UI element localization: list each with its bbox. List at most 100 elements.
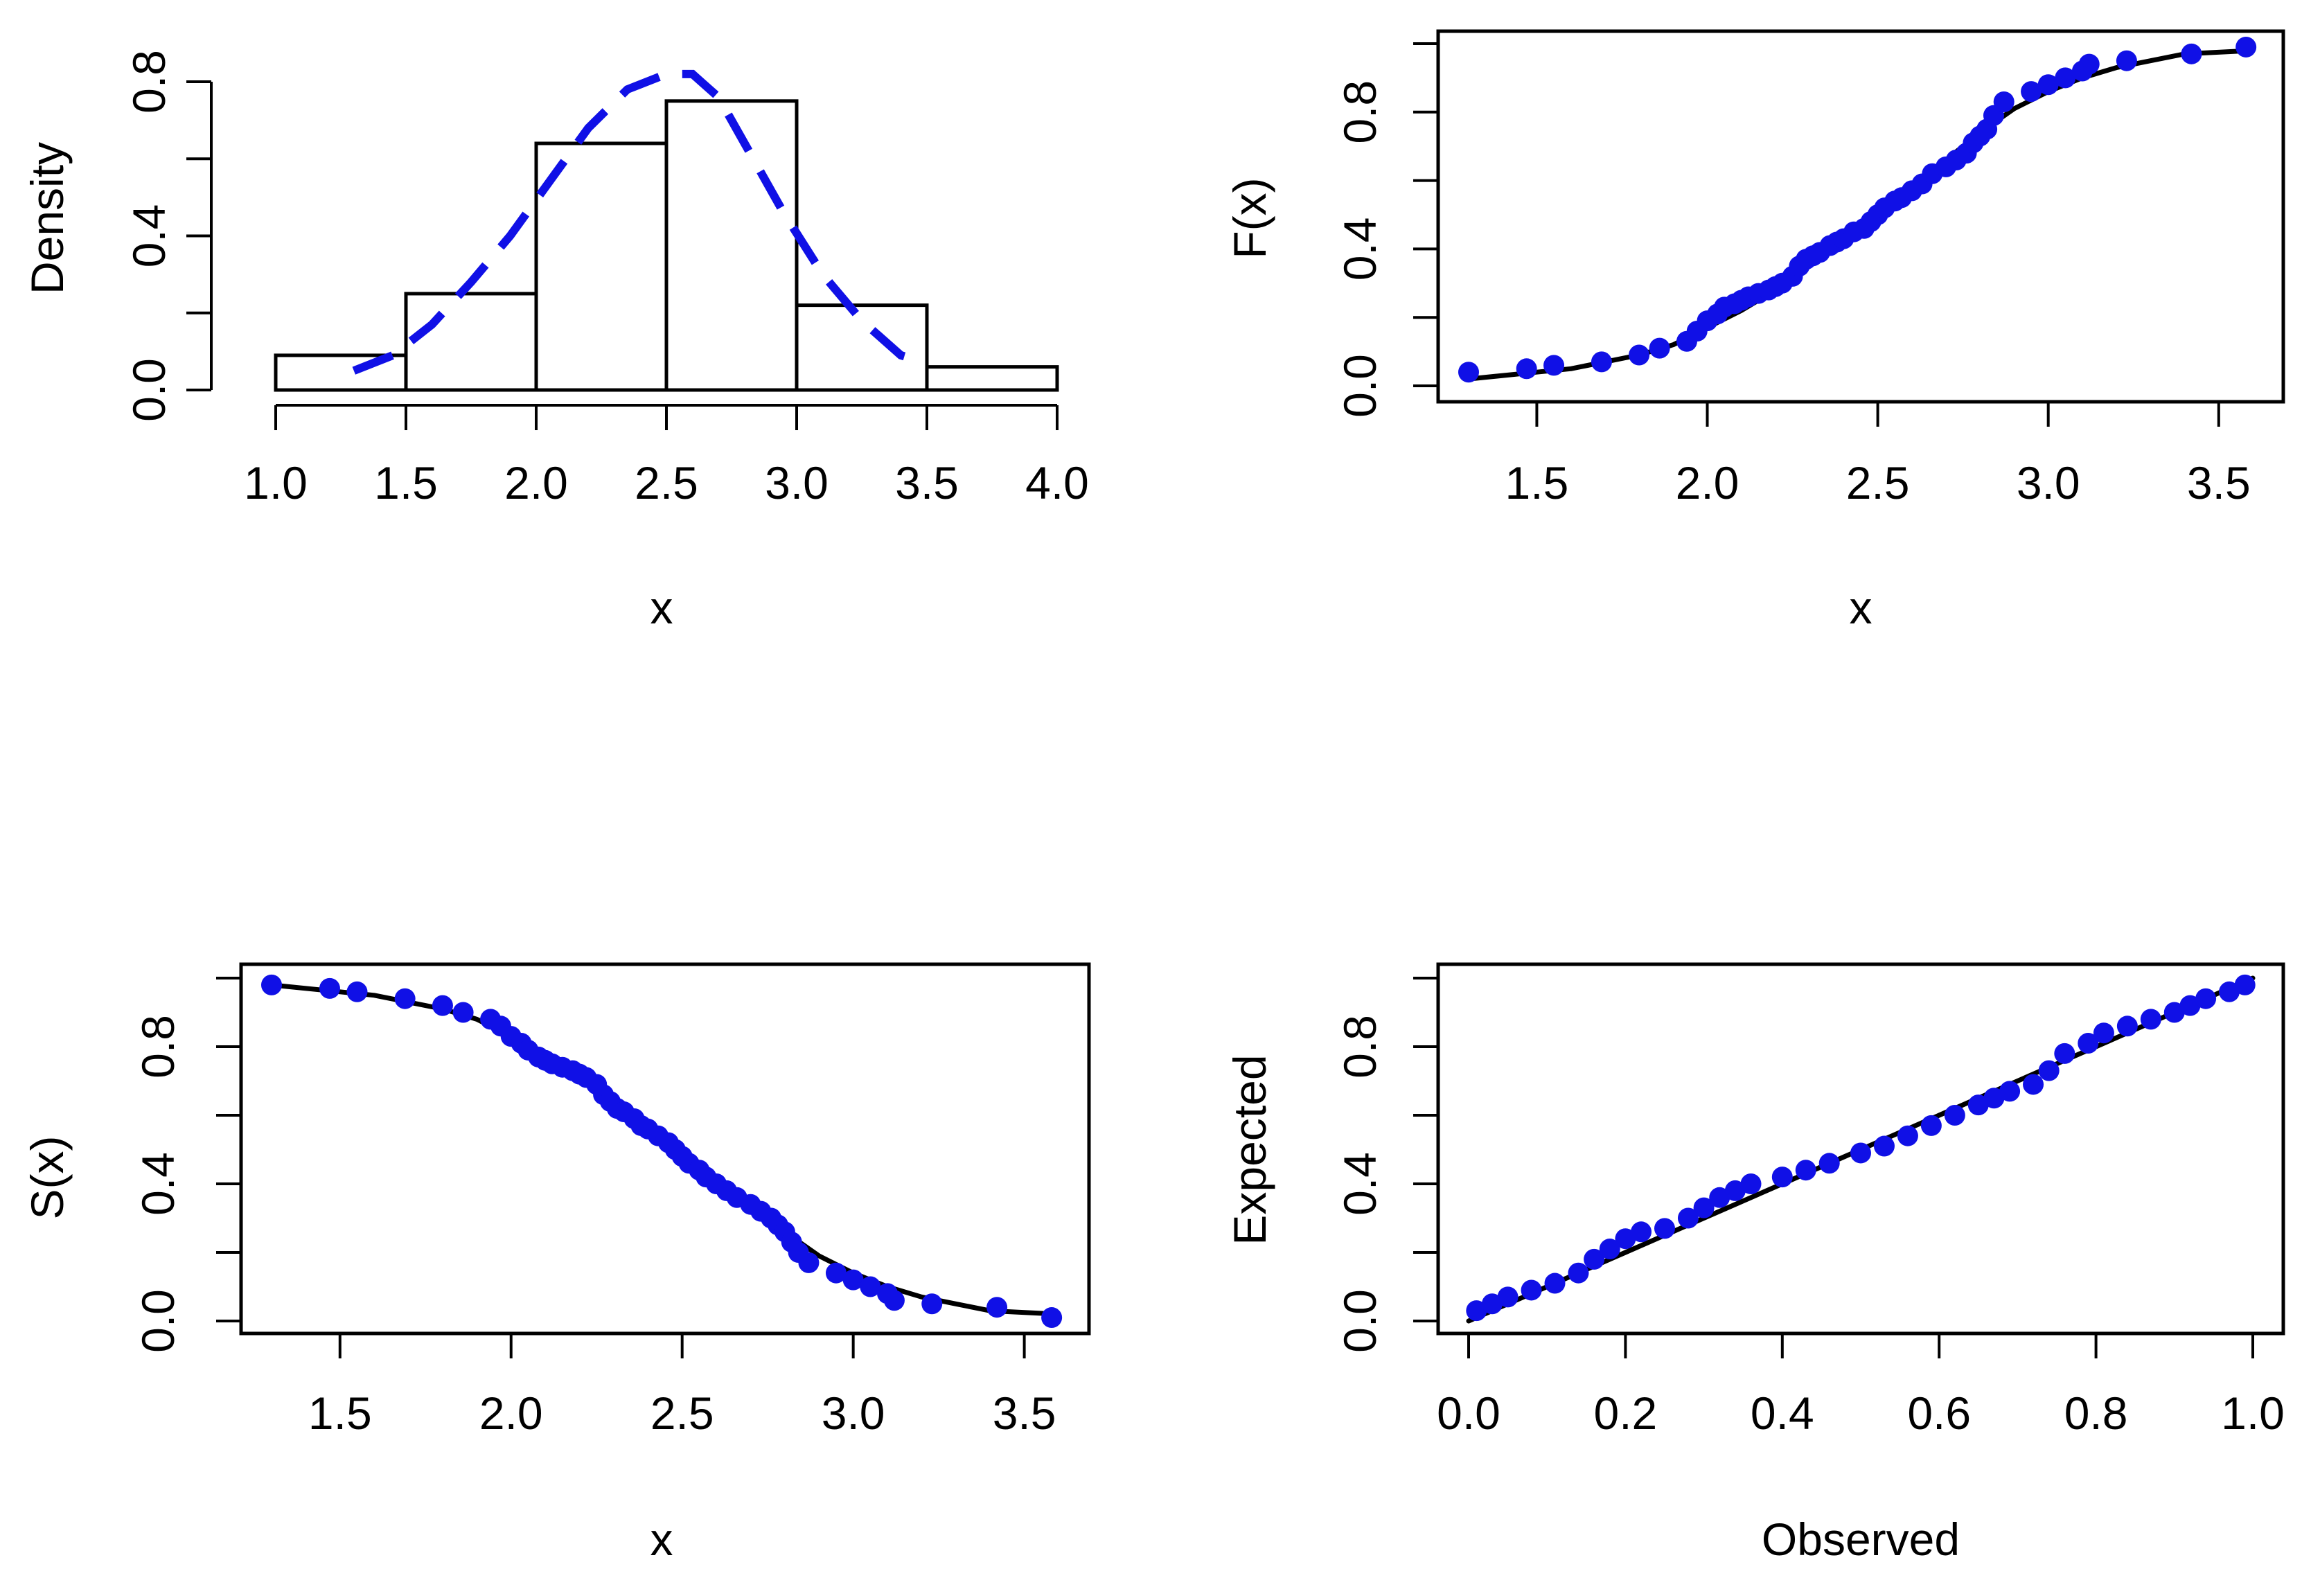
histogram-bar (534, 141, 668, 392)
data-point (2023, 1074, 2044, 1095)
data-point (921, 1293, 943, 1315)
data-point (2234, 974, 2256, 995)
data-point (346, 981, 368, 1002)
data-point (1654, 1218, 1675, 1239)
x-tick-label: 0.4 (1751, 1387, 1814, 1439)
data-point (1967, 1094, 1989, 1116)
panel-cdf: 1.5 2.0 2.5 3.0 3.5 0.0 0.4 0.8 x F(x) (1224, 29, 2285, 633)
y-tick-label: 0.0 (132, 1289, 184, 1353)
x-tick-label: 0.2 (1594, 1387, 1658, 1439)
x-tick-label: 2.5 (1846, 457, 1910, 508)
y-tick-label: 0.4 (1334, 1152, 1385, 1216)
y-axis-title: Expected (1224, 1054, 1275, 1245)
y-axis-title: Density (21, 142, 73, 294)
data-point (1521, 1279, 1542, 1301)
x-tick-label: 1.5 (374, 457, 438, 508)
x-tick-label: 2.0 (504, 457, 568, 508)
data-point (1615, 1228, 1636, 1250)
data-point (1466, 1300, 1487, 1322)
data-point (1983, 1088, 2005, 1109)
panel-hist: 1.0 1.5 2.0 2.5 3.0 3.5 4.0 0.0 0.4 0.8 x Density (21, 50, 1089, 633)
y-tick-label: 0.4 (123, 204, 175, 268)
density-curve (352, 69, 928, 375)
data-point (1041, 1307, 1063, 1329)
data-point (261, 974, 282, 995)
data-point (2021, 81, 2042, 103)
data-point (1544, 1273, 1566, 1294)
x-tick-label: 1.0 (244, 457, 308, 508)
data-point (1568, 1262, 1589, 1284)
x-tick-label: 2.0 (479, 1387, 543, 1439)
data-point (2038, 1060, 2060, 1081)
plot-frame (1436, 962, 2285, 1336)
data-point (1631, 1221, 1652, 1243)
y-axis-title: F(x) (1224, 177, 1275, 258)
x-tick-label: 0.8 (2064, 1387, 2128, 1439)
x-tick-label: 3.0 (2017, 457, 2080, 508)
y-axis-title: S(x) (21, 1136, 73, 1220)
histogram-bar (925, 365, 1059, 392)
data-point (2235, 36, 2257, 57)
data-point (1920, 1115, 1942, 1136)
data-point (1629, 344, 1650, 366)
data-point (883, 1290, 905, 1311)
x-tick-label: 2.5 (650, 1387, 714, 1439)
data-point (860, 1276, 881, 1297)
data-point (394, 988, 416, 1009)
data-point (1795, 1160, 1816, 1181)
data-point (842, 1269, 864, 1291)
data-point (2195, 988, 2217, 1009)
x-tick-label: 0.6 (1907, 1387, 1971, 1439)
data-point (1944, 1105, 1965, 1126)
data-point (1818, 1153, 1840, 1174)
x-tick-label: 4.0 (1025, 457, 1089, 508)
histogram-bar (664, 99, 799, 392)
data-point (1850, 1142, 1871, 1164)
data-point (2078, 1033, 2099, 1054)
x-axis-title: x (650, 582, 673, 633)
data-point (798, 1252, 820, 1273)
data-point (452, 1002, 474, 1023)
fitted-curve (1466, 48, 2256, 382)
x-tick-label: 1.5 (308, 1387, 372, 1439)
data-point (2219, 981, 2240, 1002)
y-tick-label: 0.4 (1334, 218, 1385, 281)
data-point (1693, 1197, 1715, 1218)
data-point (432, 995, 453, 1016)
x-axis-title: x (650, 1514, 673, 1565)
data-point (1591, 351, 1612, 373)
x-tick-label: 3.5 (895, 457, 959, 508)
data-point (2179, 995, 2201, 1016)
data-point (1709, 1187, 1730, 1208)
data-point (2054, 1043, 2075, 1064)
data-point (1584, 1248, 1605, 1270)
x-tick-label: 3.0 (765, 457, 829, 508)
data-point (986, 1297, 1008, 1318)
data-point (1516, 358, 1537, 380)
data-point (2140, 1009, 2161, 1030)
data-point (1993, 91, 2015, 112)
x-tick-label: 3.0 (822, 1387, 885, 1439)
data-point (2163, 1002, 2185, 1023)
data-point (2181, 43, 2202, 64)
panel-surv: 1.5 2.0 2.5 3.0 3.5 0.0 0.4 0.8 x S(x) (21, 962, 1091, 1565)
data-point (2037, 74, 2059, 96)
data-point (1481, 1293, 1503, 1315)
y-tick-label: 0.8 (1334, 80, 1385, 144)
data-point (2116, 50, 2137, 71)
x-tick-label: 3.5 (2187, 457, 2251, 508)
data-point (2055, 67, 2076, 89)
data-point (1599, 1239, 1620, 1260)
data-point (825, 1262, 847, 1284)
data-point (1873, 1135, 1895, 1157)
data-point (1999, 1081, 2021, 1102)
x-tick-label: 1.0 (2221, 1387, 2285, 1439)
data-point (2116, 1016, 2138, 1037)
data-point (1497, 1286, 1518, 1308)
data-point (2093, 1022, 2114, 1044)
x-axis-title: Observed (1762, 1514, 1960, 1565)
data-point (1724, 1180, 1746, 1201)
data-point (319, 977, 340, 999)
plot-frame (239, 962, 1091, 1336)
